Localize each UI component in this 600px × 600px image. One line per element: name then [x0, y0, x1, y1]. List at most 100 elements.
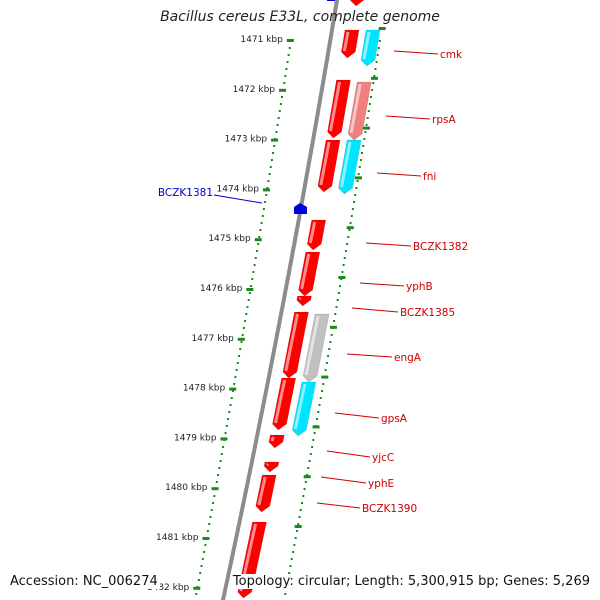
ruler-dot	[342, 264, 345, 266]
major-tick	[246, 288, 254, 291]
ruler-dot	[270, 159, 273, 161]
ruler-dot	[203, 551, 206, 553]
ruler-dot	[357, 173, 360, 175]
gene-arrow	[268, 434, 285, 449]
ruler-dot	[307, 467, 310, 469]
ruler-dot	[372, 82, 375, 84]
ruler-dot	[328, 348, 331, 350]
ruler-dot	[341, 271, 344, 273]
ruler-dot	[257, 243, 260, 245]
major-tick	[294, 525, 302, 528]
ruler-dot	[200, 565, 203, 567]
ruler-dot	[279, 103, 282, 105]
ruler-dot	[220, 453, 223, 455]
gene-label: BCZK1390	[362, 503, 417, 515]
ruler-dot	[354, 194, 357, 196]
gene-arrow	[263, 461, 280, 473]
ruler-dot	[212, 502, 215, 504]
major-tick	[229, 387, 237, 391]
backbone-highlight	[227, 0, 345, 600]
label-leader-line	[334, 412, 380, 419]
gene-arrow	[296, 295, 312, 307]
major-tick	[303, 475, 311, 479]
label-leader-line	[213, 194, 263, 204]
ruler-dot	[349, 222, 352, 224]
ruler-dot	[195, 593, 198, 595]
ruler-dot	[248, 292, 251, 294]
ruler-dot	[209, 516, 212, 518]
gene-label: yphB	[406, 281, 433, 293]
ruler-dot	[355, 187, 358, 189]
gene-label: yphE	[368, 478, 394, 490]
major-tick	[262, 188, 270, 192]
ruler-dot	[350, 215, 353, 217]
ruler-dot	[268, 173, 271, 175]
ruler-dot	[377, 47, 380, 49]
ruler-dot	[242, 327, 245, 329]
kbp-tick-label: 1481 kbp	[156, 533, 199, 543]
ruler-dot	[275, 131, 278, 133]
ruler-dot	[199, 572, 202, 574]
ruler-dot	[210, 509, 213, 511]
gene-arrow	[255, 474, 277, 513]
gene-shine	[257, 476, 267, 506]
ruler-dot	[284, 593, 287, 595]
ruler-dot	[353, 201, 356, 203]
ruler-dot	[337, 292, 340, 294]
ruler-dot	[336, 299, 339, 301]
ruler-dot	[371, 89, 374, 91]
gene-shine	[340, 141, 352, 188]
ruler-dot	[255, 250, 258, 252]
gene-label: rpsA	[432, 114, 456, 126]
ruler-dot	[218, 467, 221, 469]
ruler-dot	[294, 537, 297, 539]
ruler-dot	[215, 481, 218, 483]
ruler-dot	[298, 516, 301, 518]
ruler-dot	[309, 453, 312, 455]
gene-label: gpsA	[381, 413, 408, 425]
kbp-tick-label: 1473 kbp	[225, 135, 268, 145]
ruler-dot	[231, 390, 234, 392]
ruler-dot	[344, 250, 347, 252]
ruler-dot	[351, 208, 354, 210]
major-tick	[362, 126, 370, 130]
ruler-dot	[322, 383, 325, 385]
ruler-dot	[208, 523, 211, 525]
gene-arrow	[349, 0, 365, 7]
label-leader-line	[320, 476, 367, 484]
major-tick	[378, 27, 386, 30]
ruler-dot	[348, 229, 351, 231]
ruler-dot	[370, 96, 373, 98]
ruler-dot	[217, 474, 220, 476]
ruler-dot	[283, 82, 286, 84]
ruler-dot	[277, 117, 280, 119]
gene-shine	[284, 313, 299, 372]
major-tick	[237, 337, 245, 341]
ruler-dot	[302, 495, 305, 497]
ruler-dot	[306, 474, 309, 476]
ruler-dot	[378, 40, 381, 42]
ruler-dot	[201, 558, 204, 560]
ruler-dot	[260, 222, 263, 224]
kbp-tick-label: 1476 kbp	[200, 284, 243, 294]
major-tick	[254, 238, 262, 242]
gene-shine	[362, 31, 371, 60]
major-tick	[321, 375, 329, 379]
ruler-dot	[288, 47, 291, 49]
gene-arrow	[340, 29, 360, 59]
gene-shine	[293, 383, 307, 430]
ruler-dot	[325, 362, 328, 364]
ruler-dot	[241, 334, 244, 336]
label-leader-line	[385, 115, 431, 120]
gene-label: BCZK1382	[413, 241, 468, 253]
major-tick	[286, 39, 294, 42]
gene-arrow	[360, 29, 381, 67]
ruler-dot	[273, 145, 276, 147]
gene-label: fni	[423, 171, 436, 183]
label-leader-line	[326, 450, 371, 458]
ruler-dot	[363, 138, 366, 140]
ruler-dot	[375, 61, 378, 63]
ruler-dot	[225, 425, 228, 427]
ruler-dot	[308, 460, 311, 462]
gene-shine	[300, 253, 311, 290]
